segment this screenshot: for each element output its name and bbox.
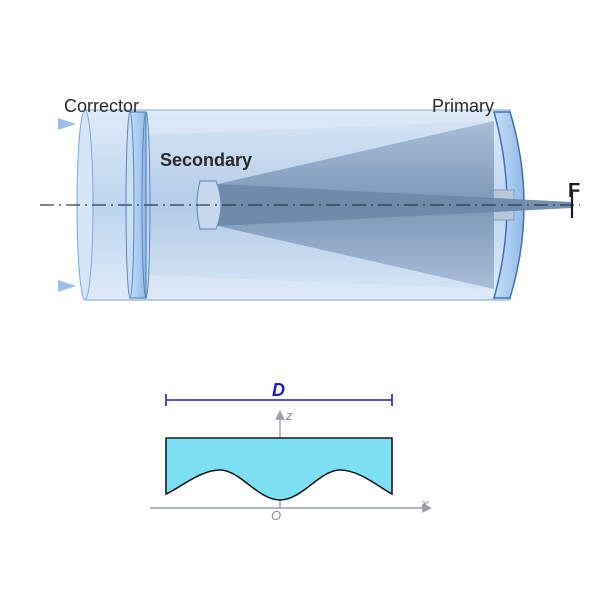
label-secondary: Secondary [160,150,252,171]
diagram-stage: Corrector Secondary Primary F D z x O [0,0,600,600]
label-D: D [272,380,285,401]
telescope-figure [40,90,580,320]
incoming-ray-top [58,118,76,130]
label-focal: F [568,180,580,203]
label-primary: Primary [432,96,494,117]
incoming-ray-bottom [58,280,76,292]
label-corrector: Corrector [64,96,139,117]
label-z-axis: z [286,408,293,423]
corrector-profile [166,438,392,500]
label-x-axis: x [422,496,429,511]
label-origin: O [271,508,281,523]
